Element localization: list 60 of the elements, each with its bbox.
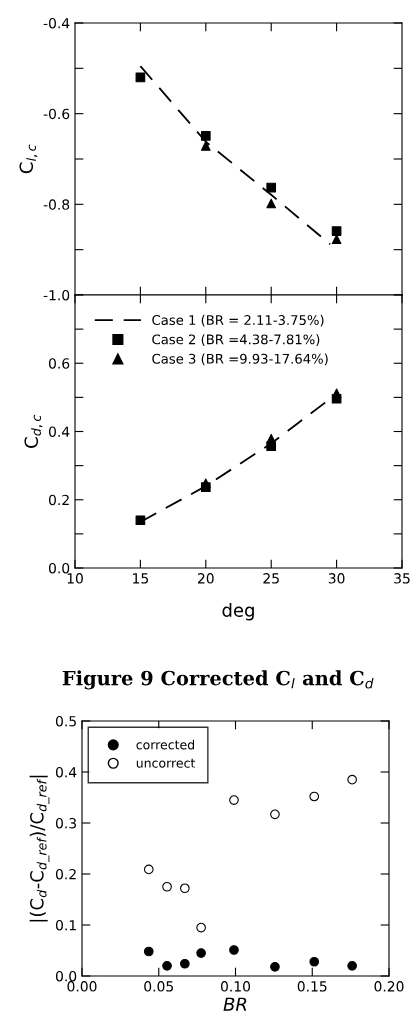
y-tick-label: 0.6: [48, 358, 70, 369]
y-tick-label: 0.5: [55, 715, 76, 727]
y-axis-title: C$_{d,c}$: [24, 414, 43, 448]
legend-label: Case 3 (BR =9.93-17.64%): [152, 353, 328, 366]
x-axis-title: deg: [222, 602, 254, 621]
x-tick-label: 30: [328, 573, 345, 584]
point: [196, 922, 206, 933]
point: [143, 864, 154, 875]
legend-label: Case 1 (BR = 2.11-3.75%): [152, 314, 324, 327]
point: [331, 226, 342, 236]
y-tick-label: -1.0: [43, 289, 70, 301]
point: [200, 141, 211, 151]
point: [347, 774, 357, 785]
point: [229, 795, 239, 805]
point: [309, 956, 320, 967]
x-tick-label: 20: [197, 573, 214, 584]
point: [200, 131, 211, 141]
x-tick-label: 35: [394, 573, 410, 584]
legend-label: uncorrect: [136, 758, 196, 768]
y-axis-title: C$_{l,c}$: [19, 144, 38, 174]
point: [180, 883, 190, 894]
y-tick-label: 0.2: [48, 494, 69, 506]
x-tick-label: 15: [133, 573, 149, 584]
point: [143, 946, 154, 957]
point: [196, 948, 206, 958]
x-tick-label: 10: [67, 573, 83, 584]
y-tick-label: -0.4: [43, 17, 70, 29]
point: [162, 960, 172, 971]
x-axis-title: BR: [223, 997, 247, 1011]
point: [229, 945, 239, 955]
point: [309, 791, 320, 802]
y-tick-label: -0.6: [43, 108, 70, 120]
point: [266, 182, 277, 193]
caption: Figure 9 Corrected C$_{l}$ and C$_{d}$: [62, 670, 374, 690]
x-tick-label: 0.00: [67, 981, 97, 992]
point: [331, 388, 342, 399]
y-tick-label: 0.0: [55, 970, 77, 982]
point: [180, 958, 190, 969]
point: [266, 433, 277, 444]
x-tick-label: 0.10: [220, 981, 251, 992]
y-tick-label: -0.8: [43, 199, 70, 210]
y-tick-label: 0.1: [55, 919, 76, 931]
y-tick-label: 0.4: [48, 426, 70, 437]
y-axis-title: |(C$_{d}$-C$_{d_ref}$)/C$_{d_ref}$|: [29, 775, 50, 922]
y-tick-label: 0.4: [55, 766, 77, 778]
legend-label: corrected: [136, 739, 194, 750]
x-tick-label: 25: [263, 573, 279, 584]
point: [162, 881, 172, 892]
point: [135, 515, 146, 526]
point: [270, 809, 280, 820]
x-tick-label: 0.15: [297, 981, 327, 992]
point: [266, 198, 277, 209]
x-tick-label: 0.05: [144, 981, 173, 992]
point: [270, 961, 280, 972]
y-tick-label: 0.3: [55, 817, 77, 829]
legend-label: Case 2 (BR =4.38-7.81%): [152, 334, 320, 346]
point: [347, 960, 357, 971]
x-tick-label: 0.20: [374, 981, 404, 992]
y-tick-label: 0.2: [55, 868, 76, 880]
y-tick-label: 0.0: [48, 562, 70, 574]
